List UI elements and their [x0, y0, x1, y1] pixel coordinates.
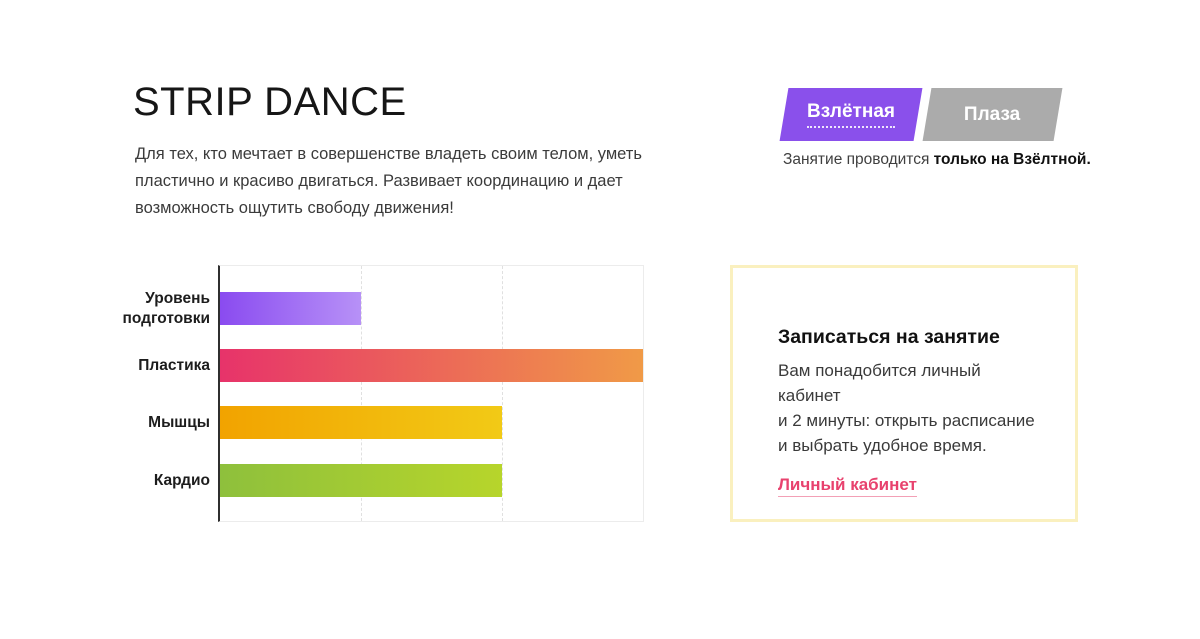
tab-plaza-label: Плаза: [964, 103, 1021, 125]
tab-vzletnaya[interactable]: Взлётная: [779, 88, 923, 141]
personal-account-link[interactable]: Личный кабинет: [778, 475, 917, 497]
chart-label-muscles: Мышцы: [148, 413, 210, 431]
gridline: [360, 266, 362, 521]
chart-label-level: Уровень подготовки: [122, 289, 210, 327]
bar-muscles: [220, 406, 502, 439]
gridline: [501, 266, 503, 521]
page-title: STRIP DANCE: [133, 80, 407, 124]
signup-card-body: Вам понадобится личный кабинет и 2 минут…: [778, 358, 1047, 458]
location-note: Занятие проводится только на Взёлтной.: [783, 151, 1091, 169]
bar-cardio: [220, 464, 502, 497]
chart-label-plastика: Пластика: [138, 356, 210, 374]
tab-vzletnaya-label: Взлётная: [807, 101, 895, 128]
signup-card: Записаться на занятие Вам понадобится ли…: [730, 265, 1078, 522]
chart-plot: [218, 265, 644, 522]
class-description: Для тех, кто мечтает в совершенстве влад…: [135, 145, 642, 217]
chart-category-labels: Уровень подготовки Пластика Мышцы Кардио: [80, 266, 210, 521]
signup-body-line: и выбрать удобное время.: [778, 436, 987, 455]
location-note-prefix: Занятие проводится: [783, 151, 934, 168]
location-tabs: Взлётная Плаза: [779, 88, 1063, 141]
location-note-bold: только на Взёлтной.: [933, 151, 1091, 168]
bar-plastic: [220, 349, 643, 382]
signup-card-title: Записаться на занятие: [778, 326, 1000, 348]
signup-body-line: и 2 минуты: открыть расписание: [778, 411, 1035, 430]
chart-label-cardio: Кардио: [153, 471, 210, 489]
bar-level: [220, 292, 361, 325]
tab-plaza[interactable]: Плаза: [922, 88, 1063, 141]
signup-body-line: Вам понадобится личный кабинет: [778, 361, 981, 405]
